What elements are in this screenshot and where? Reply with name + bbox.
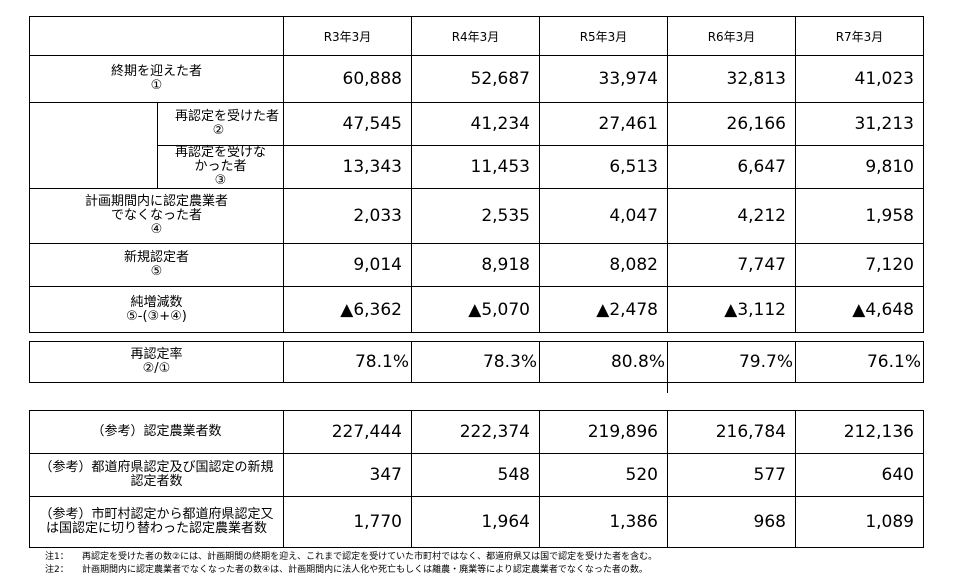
cell-value: 4,212 [667,188,796,244]
row-label: （参考）都道府県認定及び国認定の新規 認定者数 [29,453,284,497]
spacer [29,382,924,411]
cell-value: 79.7% [667,341,796,383]
indent-cell [29,102,158,189]
row-ref-total: （参考）認定農業者数 227,444 222,374 219,896 216,7… [29,410,924,454]
farmer-stats-table: R3年3月 R4年3月 R5年3月 R6年3月 R7年3月 終期を迎えた者 ① 6… [29,16,924,548]
cell-value: 577 [667,453,796,497]
cell-value: 9,810 [795,145,924,189]
cell-value: ▲6,362 [283,286,412,333]
cell-value: ▲5,070 [411,286,540,333]
cell-value: 640 [795,453,924,497]
row-renewed: 再認定を受けた者 ② 47,545 41,234 27,461 26,166 31… [29,102,924,189]
footnotes: 注1： 再認定を受けた者の数②には、計画期間の終期を迎え、これまで認定を受けてい… [45,551,657,577]
cell-value: 13,343 [283,145,412,189]
stray-vertical-line [667,373,668,393]
footnote: 注1： 再認定を受けた者の数②には、計画期間の終期を迎え、これまで認定を受けてい… [45,551,657,564]
row-label: 純増減数 ⑤-(③+④) [29,286,284,333]
header-row: R3年3月 R4年3月 R5年3月 R6年3月 R7年3月 [29,16,924,56]
cell-value: 31,213 [795,102,924,146]
cell-value: 212,136 [795,410,924,454]
row-rate: 再認定率 ②/① 78.1% 78.3% 80.8% 79.7% 76.1% [29,341,924,383]
row-label: （参考）市町村認定から都道府県認定又 は国認定に切り替わった認定農業者数 [29,496,284,548]
row-label: 再認定を受けな かった者 ③ [157,145,284,189]
cell-value: 33,974 [539,55,668,103]
cell-value: ▲2,478 [539,286,668,333]
cell-value: 6,513 [539,145,668,189]
cell-value: 2,033 [283,188,412,244]
row-ref-switched: （参考）市町村認定から都道府県認定又 は国認定に切り替わった認定農業者数 1,77… [29,496,924,548]
cell-value: 78.1% [283,341,412,383]
footnote-text: 再認定を受けた者の数②には、計画期間の終期を迎え、これまで認定を受けていた市町村… [82,552,658,562]
cell-value: 76.1% [795,341,924,383]
cell-value: 1,770 [283,496,412,548]
cell-value: 47,545 [283,102,412,146]
row-net: 純増減数 ⑤-(③+④) ▲6,362 ▲5,070 ▲2,478 ▲3,112 … [29,286,924,333]
row-new: 新規認定者 ⑤ 9,014 8,918 8,082 7,747 7,120 [29,243,924,287]
cell-value: 222,374 [411,410,540,454]
row-expired: 終期を迎えた者 ① 60,888 52,687 33,974 32,813 41,… [29,55,924,103]
cell-value: 8,082 [539,243,668,287]
row-label: 再認定率 ②/① [29,341,284,383]
cell-value: 6,647 [667,145,796,189]
cell-value: 32,813 [667,55,796,103]
row-lost: 計画期間内に認定農業者 でなくなった者 ④ 2,033 2,535 4,047 4,… [29,188,924,244]
cell-value: 4,047 [539,188,668,244]
col-header: R4年3月 [411,16,540,56]
row-label: 再認定を受けた者 ② [157,102,284,146]
cell-value: 8,918 [411,243,540,287]
cell-value: 227,444 [283,410,412,454]
cell-value: 520 [539,453,668,497]
col-header: R7年3月 [795,16,924,56]
cell-value: 80.8% [539,341,668,383]
col-header: R5年3月 [539,16,668,56]
row-label: 新規認定者 ⑤ [29,243,284,287]
spacer-row [29,382,924,411]
footnote: 注2： 計画期間内に認定農業者でなくなった者の数④は、計画期間内に法人化や死亡も… [45,564,657,577]
cell-value: 1,958 [795,188,924,244]
footnote-text: 計画期間内に認定農業者でなくなった者の数④は、計画期間内に法人化や死亡もしくは離… [82,565,648,575]
spacer-row [29,332,924,342]
cell-value: 2,535 [411,188,540,244]
col-header: R6年3月 [667,16,796,56]
cell-value: 9,014 [283,243,412,287]
cell-value: 7,120 [795,243,924,287]
cell-value: ▲3,112 [667,286,796,333]
cell-value: 968 [667,496,796,548]
footnote-key: 注1： [45,552,69,562]
footnote-key: 注2： [45,565,69,575]
row-label: 計画期間内に認定農業者 でなくなった者 ④ [29,188,284,244]
cell-value: 1,964 [411,496,540,548]
cell-value: 60,888 [283,55,412,103]
cell-value: 1,089 [795,496,924,548]
cell-value: 11,453 [411,145,540,189]
cell-value: 52,687 [411,55,540,103]
cell-value: 26,166 [667,102,796,146]
row-label: 終期を迎えた者 ① [29,55,284,103]
cell-value: 41,023 [795,55,924,103]
spacer [29,332,924,342]
cell-value: 1,386 [539,496,668,548]
cell-value: 347 [283,453,412,497]
cell-value: 548 [411,453,540,497]
cell-value: 216,784 [667,410,796,454]
header-corner [29,16,284,56]
row-ref-pref-new: （参考）都道府県認定及び国認定の新規 認定者数 347 548 520 577 6… [29,453,924,497]
cell-value: 27,461 [539,102,668,146]
cell-value: 41,234 [411,102,540,146]
row-not-renewed: 再認定を受けな かった者 ③ 13,343 11,453 6,513 6,647 9… [30,145,924,189]
row-label: （参考）認定農業者数 [29,410,284,454]
col-header: R3年3月 [283,16,412,56]
cell-value: 219,896 [539,410,668,454]
cell-value: 78.3% [411,341,540,383]
cell-value: ▲4,648 [795,286,924,333]
cell-value: 7,747 [667,243,796,287]
